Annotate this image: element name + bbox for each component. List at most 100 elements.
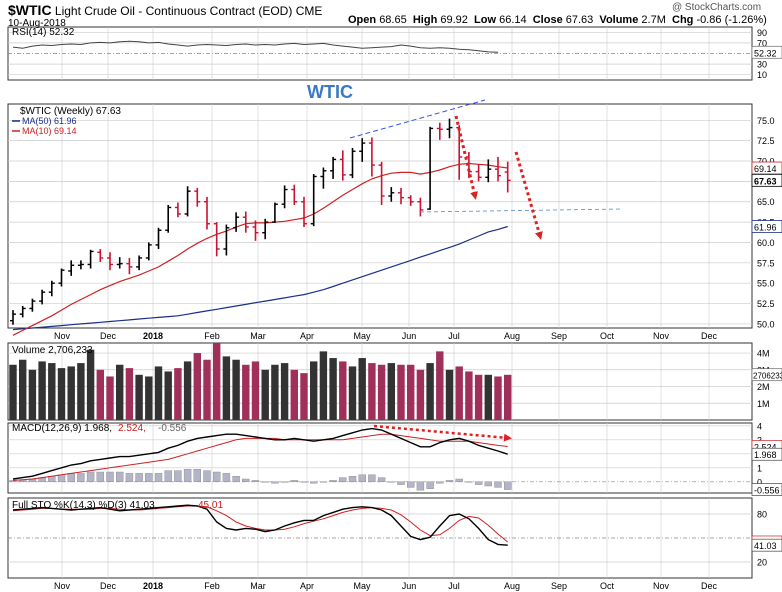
volume-bar — [9, 364, 17, 420]
price-bar — [29, 298, 36, 312]
volume-bar — [135, 374, 143, 420]
price-axis-label: 52.5 — [757, 299, 775, 309]
sto-panel: Full STO %K(14,3) %D(3) 41.03, 45.01 — [12, 500, 509, 546]
macd-histogram-bar — [455, 478, 463, 482]
price-bar — [271, 202, 278, 223]
x-axis-label-bottom: May — [353, 581, 371, 591]
wtic-annotation: WTIC — [307, 82, 353, 102]
price-bar — [174, 202, 181, 218]
price-bar — [262, 218, 269, 240]
macd-histogram-bar — [251, 480, 260, 482]
macd-histogram-bar — [57, 474, 66, 482]
x-axis-label-bottom: Nov — [54, 581, 71, 591]
price-bar — [145, 242, 152, 261]
macd-axis-label: 4 — [757, 421, 762, 431]
price-bar — [242, 211, 249, 233]
instrument-name: Light Crude Oil - Continuous Contract (E… — [54, 4, 293, 18]
macd-value-tag-box — [751, 483, 782, 496]
macd-histogram-bar — [212, 471, 221, 483]
macd-axis-label: 1 — [757, 463, 762, 473]
sto-k-line — [12, 504, 508, 546]
price-bar — [417, 197, 424, 217]
volume-bar — [329, 358, 337, 420]
x-axis-label-bottom: Oct — [600, 581, 615, 591]
price-bar — [68, 260, 75, 276]
x-axis-label-bottom: Feb — [204, 581, 220, 591]
panel-frame-price — [7, 103, 753, 329]
volume-bar — [222, 356, 231, 420]
price-bar — [252, 220, 259, 241]
macd-histogram-bar — [465, 481, 473, 483]
price-axis-label: 70.0 — [757, 157, 775, 167]
volume-panel: Volume 2,706,233 — [9, 343, 512, 420]
price-bar — [310, 174, 317, 227]
macd-value-tag: -0.556 — [754, 486, 780, 496]
macd-axis-label: 0 — [757, 477, 762, 487]
x-axis-label: Nov — [653, 331, 670, 341]
ma10-legend: MA(10) 69.14 — [22, 126, 77, 136]
price-bar — [349, 147, 356, 179]
volume-bar — [251, 361, 260, 420]
price-bar — [436, 122, 443, 140]
volume-bar — [193, 353, 201, 420]
price-bar — [301, 196, 307, 227]
annotations: WTIC — [307, 82, 623, 442]
rsi-legend: RSI(14) 52.32 — [12, 27, 75, 38]
volume-bar — [106, 376, 114, 420]
volume-axis-label: 4M — [757, 349, 770, 359]
volume-bar — [426, 363, 434, 420]
price-bar — [165, 205, 172, 233]
price-axis-label: 50.0 — [757, 319, 775, 329]
x-axis-label-bottom: Mar — [250, 581, 266, 591]
volume-legend: Volume 2,706,233 — [12, 345, 93, 356]
macd-histogram-bar — [397, 481, 405, 485]
volume-bar — [154, 366, 163, 420]
chart-title: $WTIC Light Crude Oil - Continuous Contr… — [8, 2, 322, 18]
x-axis-label-bottom: Nov — [653, 581, 670, 591]
volume-bar — [368, 363, 376, 420]
macd-histogram-bar — [106, 471, 114, 483]
ma50-legend: MA(50) 61.96 — [22, 116, 77, 126]
x-axis-label-bottom: Dec — [701, 581, 718, 591]
volume-bar — [339, 361, 347, 420]
macd-line — [12, 427, 508, 480]
x-axis-label-bottom: Sep — [551, 581, 567, 591]
price-value-tag: 61.96 — [754, 223, 777, 233]
volume-bar — [232, 359, 240, 420]
price-legend-title: $WTIC (Weekly) 67.63 — [20, 106, 121, 117]
macd-value-tag: 1.968 — [754, 450, 777, 460]
price-bar — [223, 224, 230, 256]
macd-histogram-bar — [77, 473, 85, 482]
macd-histogram-bar — [242, 478, 250, 482]
volume-bar — [358, 358, 366, 420]
price-bar — [291, 184, 298, 206]
volume-bar — [38, 361, 46, 420]
macd-histogram-bar — [339, 477, 347, 483]
volume-bar — [203, 359, 211, 420]
macd-histogram-bar — [232, 476, 240, 483]
macd-histogram-bar — [445, 480, 454, 482]
x-axis-label: Dec — [100, 331, 117, 341]
sto-legend-1: Full STO %K(14,3) %D(3) 41.03, — [12, 500, 157, 511]
macd-histogram-bar — [261, 481, 269, 483]
sto-value-tag-box — [751, 538, 782, 552]
volume-bar — [300, 373, 308, 420]
rsi-line — [12, 40, 499, 53]
macd-histogram-bar — [135, 473, 143, 482]
macd-histogram-bar — [387, 481, 395, 483]
price-bar — [339, 150, 346, 181]
x-axis-label: Dec — [701, 331, 718, 341]
price-bar — [407, 195, 414, 206]
macd-histogram-bar — [319, 481, 328, 483]
exchange: CME — [295, 4, 323, 18]
sto-d-line — [12, 505, 509, 543]
macd-histogram-bar — [271, 481, 279, 484]
macd-histogram-bar — [290, 480, 298, 482]
volume-bar — [319, 351, 328, 420]
price-bar — [48, 280, 55, 297]
chart-date: 10-Aug-2018 — [8, 18, 66, 29]
x-axis-label-bottom: 2018 — [143, 581, 163, 591]
macd-histogram-bar — [183, 469, 192, 483]
macd-histogram-bar — [348, 476, 357, 483]
macd-histogram-bar — [222, 473, 231, 482]
